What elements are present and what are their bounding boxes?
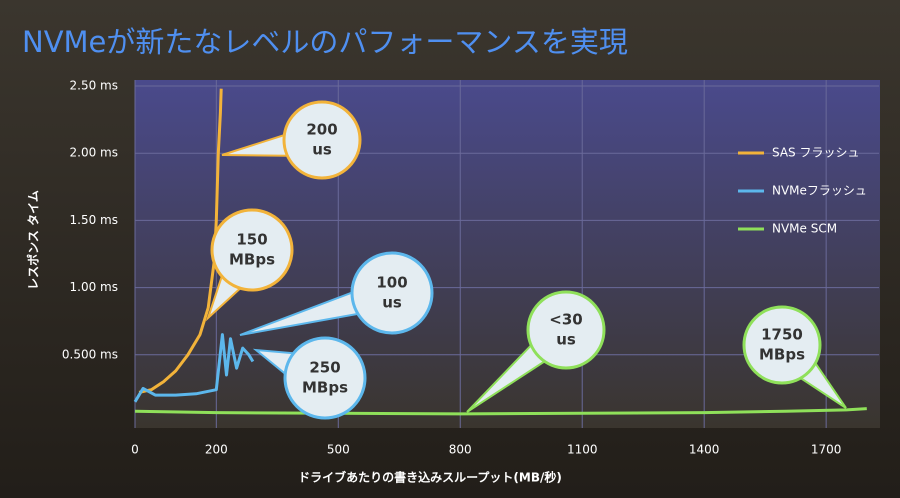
callout-text: us [382, 294, 402, 312]
legend-label: SAS フラッシュ [772, 146, 859, 160]
callout-text: MBps [759, 346, 805, 364]
callout-text: us [312, 141, 332, 159]
x-axis-label: ドライブあたりの書き込みスループット(MB/秒) [298, 470, 562, 485]
y-axis-label: レスポンス タイム [26, 190, 41, 290]
callout-text: 200 [306, 121, 337, 139]
x-tick-label: 500 [327, 443, 350, 457]
x-tick-label: 1700 [811, 443, 842, 457]
callout-bubble [210, 208, 294, 292]
callout-bubble [526, 290, 606, 370]
x-tick-label: 0 [131, 443, 139, 457]
y-tick-label: 1.50 ms [70, 213, 118, 227]
callout-text: 250 [309, 359, 340, 377]
legend-label: NVMe SCM [772, 222, 837, 236]
x-tick-label: 800 [449, 443, 472, 457]
callout-text: 100 [376, 274, 407, 292]
x-tick-label: 1100 [567, 443, 598, 457]
callout-text: us [556, 331, 576, 349]
y-tick-label: 2.00 ms [70, 146, 118, 160]
callout-bubble [742, 305, 822, 385]
callout-bubble [283, 336, 367, 420]
chart-title: NVMeが新たなレベルのパフォーマンスを実現 [22, 25, 628, 59]
series-line [134, 407, 867, 416]
series-line [133, 333, 255, 403]
callout-bubble [350, 251, 434, 335]
callout-text: MBps [229, 251, 275, 269]
callout-text: 150 [236, 231, 267, 249]
legend-label: NVMeフラッシュ [772, 184, 867, 198]
y-tick-label: 0.500 ms [62, 347, 118, 361]
callout-bubble [282, 100, 362, 180]
callout-text: 1750 [761, 326, 803, 344]
x-tick-label: 1400 [689, 443, 720, 457]
y-tick-label: 1.00 ms [70, 280, 118, 294]
callout-text: MBps [302, 379, 348, 397]
callout-text: <30 [549, 311, 582, 329]
x-tick-label: 200 [205, 443, 228, 457]
y-tick-label: 2.50 ms [70, 79, 118, 93]
series-line [138, 88, 223, 394]
